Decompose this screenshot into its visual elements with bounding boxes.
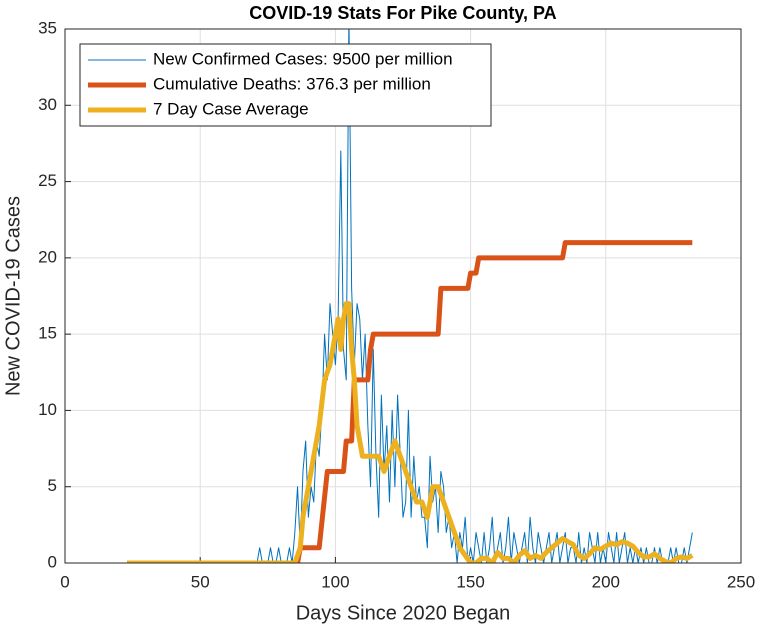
legend-box [79,43,492,127]
axes-box [64,28,742,564]
y-tick-label: 15 [38,324,57,343]
series-line [127,240,693,563]
legend-label: 7 Day Case Average [153,99,309,118]
legend-label: Cumulative Deaths: 376.3 per million [153,74,431,93]
y-tick-label: 10 [38,400,57,419]
y-tick-label: 20 [38,247,57,266]
chart-title: COVID-19 Stats For Pike County, PA [249,3,556,23]
y-axis-label: New COVID-19 Cases [2,196,24,396]
legend-label: New Confirmed Cases: 9500 per million [153,49,453,68]
series-line [127,29,693,563]
y-tick-label: 5 [48,476,57,495]
y-tick-label: 0 [48,552,57,571]
plot-lines [127,29,694,563]
x-axis-label: Days Since 2020 Began [296,602,511,624]
x-tick-label: 200 [592,572,620,591]
x-tick-label: 250 [727,572,755,591]
series-line [127,301,694,563]
x-tick-label: 100 [321,572,349,591]
x-tick-label: 0 [60,572,69,591]
y-tick-label: 35 [38,18,57,37]
y-tick-label: 25 [38,171,57,190]
x-tick-label: 150 [456,572,484,591]
y-tick-label: 30 [38,95,57,114]
x-tick-label: 50 [191,572,210,591]
